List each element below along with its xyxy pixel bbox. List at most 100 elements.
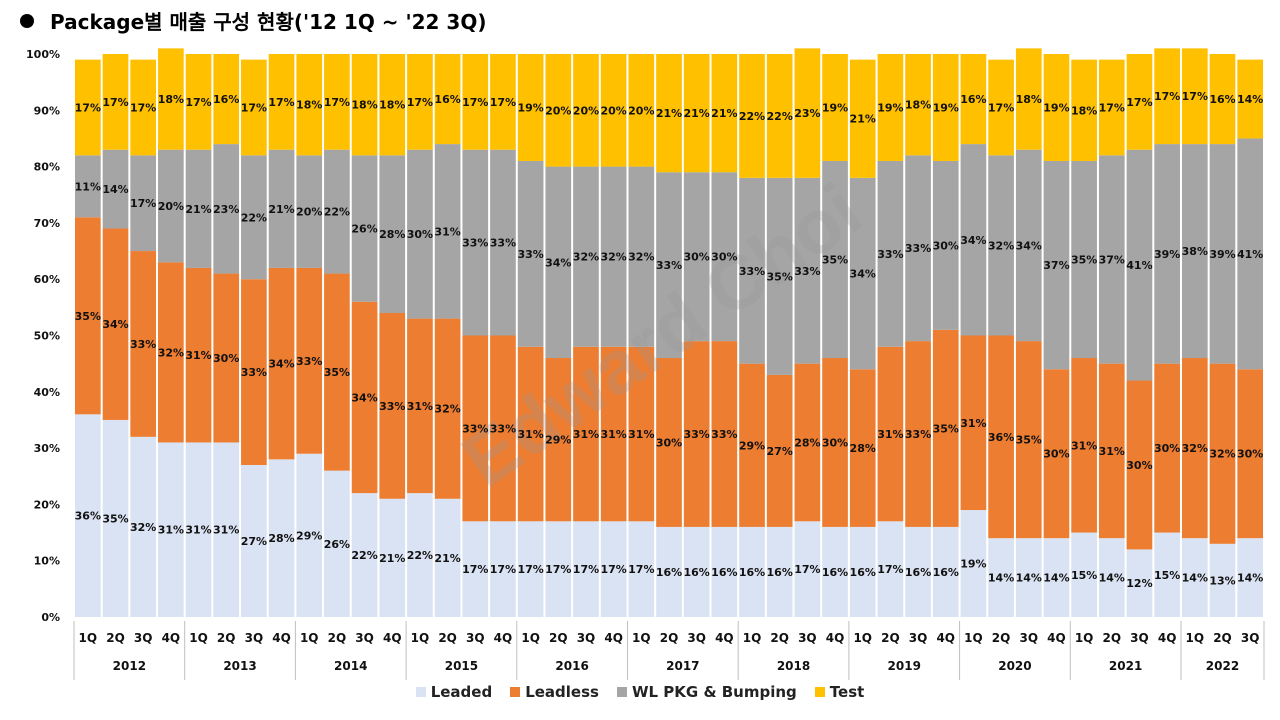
- bar-segment-wl-pkg-bumping-27: [794, 177, 821, 364]
- data-label-test-13: 17%: [407, 96, 433, 109]
- data-label-leadless-10: 35%: [324, 366, 350, 379]
- x-tick-label: 4Q: [162, 631, 181, 645]
- data-label-test-8: 17%: [268, 96, 294, 109]
- data-label-leadless-21: 31%: [628, 428, 654, 441]
- data-label-test-3: 17%: [130, 101, 156, 114]
- bar-segment-leadless-39: [1126, 380, 1153, 550]
- data-label-wl-pkg-bumping-28: 35%: [822, 253, 848, 266]
- data-label-test-29: 21%: [850, 113, 876, 126]
- data-label-leadless-33: 31%: [960, 417, 986, 430]
- bar-segment-leadless-30: [877, 346, 904, 522]
- x-tick-label: 3Q: [577, 631, 596, 645]
- x-tick-label: 4Q: [604, 631, 623, 645]
- x-tick-label: 1Q: [521, 631, 540, 645]
- x-tick-label: 1Q: [79, 631, 98, 645]
- bar-segment-leadless-13: [407, 318, 433, 494]
- data-label-wl-pkg-bumping-19: 32%: [573, 251, 599, 264]
- data-label-test-19: 20%: [573, 104, 599, 117]
- bar-segment-wl-pkg-bumping-7: [241, 155, 267, 280]
- bar-segment-test-7: [241, 59, 267, 156]
- bar-segment-wl-pkg-bumping-1: [75, 155, 101, 218]
- bar-segment-test-18: [545, 54, 572, 167]
- bar-segment-test-29: [849, 59, 876, 178]
- bar-segment-leadless-20: [600, 346, 627, 522]
- data-label-test-37: 18%: [1071, 104, 1097, 117]
- data-label-leaded-26: 16%: [767, 566, 793, 579]
- data-label-leadless-37: 31%: [1071, 439, 1097, 452]
- data-label-wl-pkg-bumping-2: 14%: [102, 183, 128, 196]
- data-label-test-9: 18%: [296, 99, 322, 112]
- data-label-test-16: 17%: [490, 96, 516, 109]
- bar-segment-test-42: [1209, 54, 1236, 145]
- data-label-test-23: 21%: [684, 107, 710, 120]
- bar-segment-wl-pkg-bumping-6: [213, 144, 240, 274]
- bar-segment-leadless-5: [185, 267, 212, 443]
- bar-segment-leaded-20: [600, 521, 627, 617]
- x-group-label-2016: 2016: [555, 659, 588, 673]
- bar-segment-wl-pkg-bumping-29: [849, 177, 876, 370]
- bar-segment-test-20: [600, 54, 627, 167]
- data-label-leadless-20: 31%: [600, 428, 626, 441]
- bar-segment-leaded-28: [822, 526, 848, 617]
- data-label-leaded-33: 19%: [960, 558, 986, 571]
- data-label-wl-pkg-bumping-1: 11%: [75, 180, 101, 193]
- x-tick-label: 2Q: [881, 631, 900, 645]
- data-label-leaded-18: 17%: [545, 563, 571, 576]
- bar-segment-leaded-38: [1098, 538, 1125, 617]
- bar-segment-test-33: [960, 54, 987, 145]
- bar-segment-leadless-27: [794, 363, 821, 522]
- data-label-wl-pkg-bumping-11: 26%: [351, 223, 377, 236]
- data-label-leaded-29: 16%: [850, 566, 876, 579]
- legend-item-leadless: Leadless: [510, 683, 599, 701]
- bar-segment-wl-pkg-bumping-14: [434, 144, 461, 319]
- bar-segment-leaded-39: [1126, 549, 1153, 617]
- data-label-wl-pkg-bumping-27: 33%: [794, 265, 820, 278]
- data-label-leaded-34: 14%: [988, 572, 1014, 585]
- bar-segment-wl-pkg-bumping-18: [545, 166, 572, 359]
- bar-segment-leaded-40: [1154, 532, 1180, 617]
- bar-segment-leadless-14: [434, 318, 461, 499]
- data-label-leadless-27: 28%: [794, 436, 820, 449]
- bar-segment-wl-pkg-bumping-25: [739, 177, 765, 364]
- data-label-test-33: 16%: [960, 93, 986, 106]
- data-label-leadless-2: 34%: [102, 318, 128, 331]
- x-group-label-2021: 2021: [1109, 659, 1142, 673]
- data-label-leaded-10: 26%: [324, 538, 350, 551]
- data-label-leaded-28: 16%: [822, 566, 848, 579]
- x-tick-label: 2Q: [992, 631, 1011, 645]
- bar-segment-leaded-36: [1043, 538, 1070, 617]
- data-label-test-17: 19%: [517, 101, 543, 114]
- x-tick-label: 3Q: [1130, 631, 1149, 645]
- bar-segment-leaded-8: [268, 459, 295, 617]
- title-bullet-icon: [20, 13, 34, 28]
- bar-segment-leadless-11: [351, 301, 378, 494]
- data-label-leadless-35: 35%: [1016, 434, 1042, 447]
- bar-segment-wl-pkg-bumping-10: [324, 149, 350, 274]
- y-tick-label: 60%: [34, 273, 60, 286]
- data-label-wl-pkg-bumping-14: 31%: [434, 225, 460, 238]
- bar-segment-wl-pkg-bumping-8: [268, 149, 295, 268]
- bar-segment-test-4: [158, 48, 184, 150]
- legend-item-leaded: Leaded: [415, 683, 492, 701]
- legend-label: Leadless: [525, 683, 599, 701]
- data-label-wl-pkg-bumping-26: 35%: [767, 270, 793, 283]
- bar-segment-leaded-35: [1015, 538, 1042, 617]
- bar-segment-leaded-9: [296, 453, 323, 617]
- data-label-test-6: 16%: [213, 93, 239, 106]
- bar-segment-wl-pkg-bumping-35: [1015, 149, 1042, 342]
- data-label-leaded-35: 14%: [1016, 572, 1042, 585]
- bar-segment-wl-pkg-bumping-15: [462, 149, 489, 336]
- data-label-wl-pkg-bumping-9: 20%: [296, 206, 322, 219]
- y-tick-label: 10%: [34, 555, 60, 568]
- data-label-leadless-8: 34%: [268, 358, 294, 371]
- data-label-leadless-5: 31%: [185, 349, 211, 362]
- bar-segment-leaded-2: [102, 419, 129, 617]
- data-label-test-12: 18%: [379, 99, 405, 112]
- bar-segment-test-28: [822, 54, 848, 161]
- bar-segment-leadless-32: [932, 329, 959, 527]
- bar-segment-wl-pkg-bumping-31: [905, 155, 931, 342]
- chart-title-text: Package별 매출 구성 현황('12 1Q ~ '22 3Q): [50, 10, 487, 34]
- data-label-leadless-42: 32%: [1209, 448, 1235, 461]
- x-group-label-2022: 2022: [1206, 659, 1239, 673]
- x-tick-label: 3Q: [134, 631, 153, 645]
